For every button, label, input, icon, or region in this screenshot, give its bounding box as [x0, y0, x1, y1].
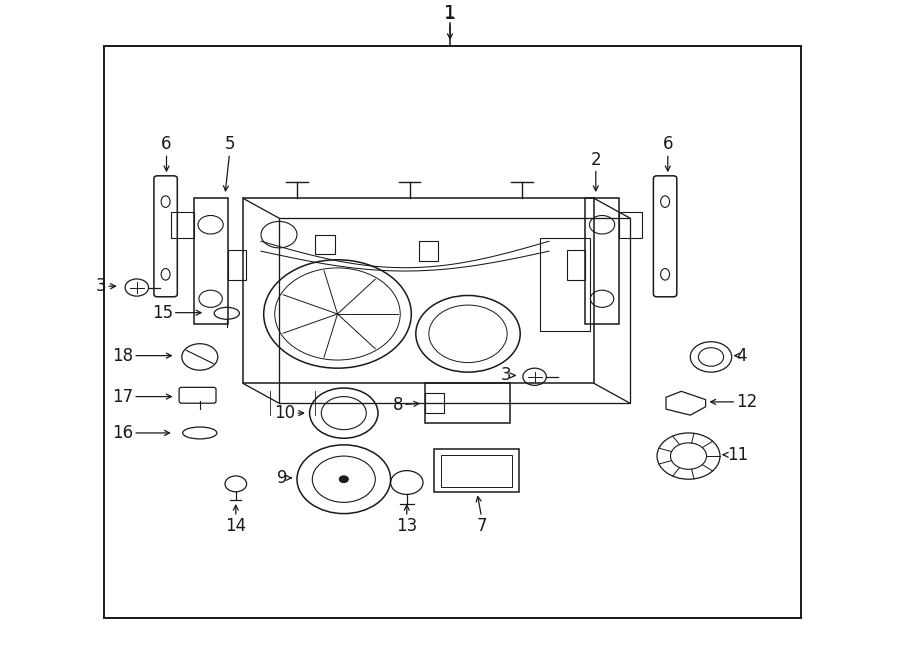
Bar [228, 250, 246, 280]
Bar [619, 212, 642, 238]
Bar [315, 235, 335, 254]
Bar [425, 393, 444, 413]
Text: 1: 1 [445, 5, 455, 22]
Circle shape [339, 476, 348, 483]
Text: 16: 16 [112, 424, 133, 442]
Bar [194, 198, 228, 324]
Bar [104, 46, 801, 618]
Bar [425, 383, 510, 423]
Bar [171, 212, 194, 238]
Bar [441, 455, 512, 487]
Text: 6: 6 [161, 136, 172, 153]
Text: 12: 12 [736, 393, 758, 411]
Text: 18: 18 [112, 346, 133, 365]
Text: 4: 4 [736, 346, 747, 365]
Text: 15: 15 [152, 303, 173, 322]
Text: 9: 9 [277, 469, 288, 487]
Text: 17: 17 [112, 387, 133, 406]
Text: 13: 13 [396, 517, 418, 535]
Bar [418, 241, 438, 261]
Text: 3: 3 [95, 277, 106, 295]
Bar [567, 250, 585, 280]
Text: 2: 2 [590, 151, 601, 169]
Text: 7: 7 [476, 517, 487, 535]
Text: 6: 6 [662, 136, 673, 153]
Text: 11: 11 [727, 446, 749, 464]
Text: 3: 3 [500, 366, 511, 385]
Text: 8: 8 [392, 395, 403, 414]
Text: 5: 5 [224, 136, 235, 153]
Bar [434, 449, 519, 492]
Text: 1: 1 [444, 4, 456, 23]
Bar [540, 238, 590, 330]
Text: 14: 14 [225, 517, 247, 535]
Text: 10: 10 [274, 404, 295, 422]
Bar [585, 198, 619, 324]
